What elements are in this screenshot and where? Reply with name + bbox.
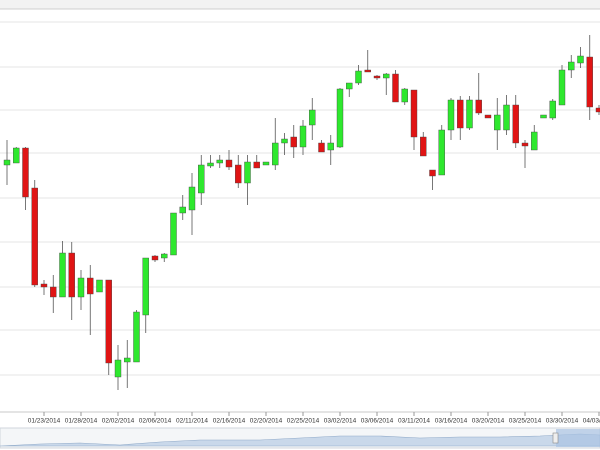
candle-body (31, 187, 38, 286)
candle-body (96, 279, 103, 293)
candle-body (179, 206, 186, 214)
candle-body (438, 129, 445, 176)
candle-body (77, 277, 85, 298)
candle-body (327, 142, 334, 151)
candle-body (586, 56, 593, 108)
candle-body (68, 252, 75, 298)
candle-body (253, 161, 260, 169)
candle-body (558, 69, 566, 106)
candle-body (161, 253, 168, 259)
candle-body (207, 162, 214, 167)
candle-body (216, 159, 223, 164)
candle-body (124, 357, 131, 363)
candle-body (503, 104, 510, 131)
navigator-handle[interactable] (552, 432, 559, 444)
candle-body (336, 88, 344, 148)
candle-body (151, 255, 159, 261)
candle-body (355, 70, 362, 84)
candle-body (318, 142, 325, 153)
candle-body (198, 164, 205, 194)
candle-body (484, 114, 492, 119)
candle-body (114, 359, 122, 378)
candle-body (13, 147, 20, 164)
candle-body (577, 55, 584, 64)
candle-body (447, 99, 455, 131)
candle-body (410, 89, 418, 138)
x-tick-label: 02/11/2014 (176, 418, 208, 425)
candle-body (188, 186, 196, 211)
candle-body (133, 311, 140, 363)
candle-body (429, 169, 436, 177)
candle-body (281, 138, 288, 144)
candle-body (401, 88, 408, 103)
x-tick-label: 01/23/2014 (28, 418, 61, 425)
candle-body (50, 286, 57, 298)
x-tick-label: 04/03/2014 (583, 418, 600, 425)
top-bar (0, 0, 600, 9)
x-tick-label: 02/16/2014 (213, 418, 246, 425)
candle-body (512, 104, 519, 144)
candle-body (299, 125, 307, 148)
candle-body (595, 107, 600, 113)
candle-body (540, 114, 547, 119)
x-tick-label: 03/30/2014 (546, 418, 579, 425)
candle-body (392, 73, 399, 103)
candle-body (457, 99, 464, 129)
candle-body (290, 136, 297, 148)
candle-body (3, 159, 11, 166)
x-tick-label: 03/20/2014 (472, 418, 505, 425)
candle-body (262, 161, 270, 166)
x-tick-label: 01/28/2014 (65, 418, 98, 425)
candle-body (235, 164, 242, 184)
x-tick-label: 02/25/2014 (287, 418, 320, 425)
candle-body (531, 131, 538, 151)
x-tick-label: 03/25/2014 (509, 418, 542, 425)
candle-body (420, 136, 427, 157)
candle-body (22, 147, 29, 198)
candle-body (383, 73, 390, 79)
x-tick-label: 03/06/2014 (361, 418, 394, 425)
candle-body (272, 142, 279, 166)
candle-body (225, 159, 233, 168)
candle-body (40, 283, 48, 288)
candle-body (170, 212, 177, 256)
candle-body (142, 257, 149, 316)
x-tick-label: 02/02/2014 (102, 418, 135, 425)
candle-body (244, 161, 251, 184)
x-tick-label: 03/11/2014 (398, 418, 430, 425)
candle-body (475, 99, 482, 114)
navigator-selection[interactable] (556, 429, 600, 447)
x-axis: 01/23/2014 01/28/2014 02/02/2014 02/06/2014… (28, 412, 600, 425)
candle-body (466, 99, 473, 129)
candle-body (59, 252, 66, 298)
candle-body (105, 279, 112, 364)
candle-body (346, 82, 353, 90)
x-tick-label: 03/16/2014 (435, 418, 468, 425)
x-tick-label: 02/06/2014 (139, 418, 172, 425)
candle-body (568, 61, 575, 71)
candle-body (549, 100, 556, 119)
candle-body (373, 75, 381, 79)
candle-body (494, 114, 501, 131)
candle-body (364, 69, 371, 73)
x-tick-label: 03/02/2014 (324, 418, 357, 425)
candle-body (521, 142, 529, 147)
candle-body (87, 277, 94, 295)
candles (3, 35, 600, 390)
x-tick-label: 02/20/2014 (250, 418, 283, 425)
candle-body (309, 109, 316, 126)
